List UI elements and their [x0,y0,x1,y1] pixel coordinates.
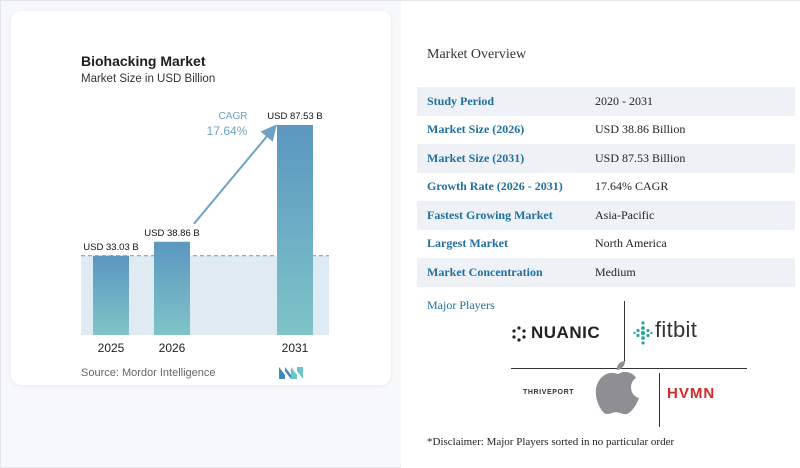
row-value: Medium [595,264,636,279]
row-value: Asia-Pacific [595,207,655,222]
source-note: Source: Mordor Intelligence [81,367,216,379]
table-row: Study Period 2020 - 2031 [417,87,795,116]
row-key: Market Concentration [427,264,543,279]
grid-divider [659,373,660,427]
table-row: Market Concentration Medium [417,258,795,287]
market-overview-panel: Market Overview Study Period 2020 - 2031… [401,1,800,468]
row-value: 2020 - 2031 [595,93,653,108]
row-value: 17.64% CAGR [595,179,669,194]
bar-2025 [93,255,129,335]
overview-table: Study Period 2020 - 2031 Market Size (20… [417,87,795,287]
row-key: Fastest Growing Market [427,207,553,222]
table-row: Largest Market North America [417,230,795,259]
mordor-logo-icon [279,367,303,379]
grid-divider [624,301,625,361]
x-tick-2031: 2031 [282,341,309,355]
chart-subtitle: Market Size in USD Billion [81,73,216,85]
bar-2026 [154,241,190,335]
data-label-2025: USD 33.03 B [83,242,138,253]
data-label-2026: USD 38.86 B [144,228,199,239]
fitbit-dots-icon [633,321,653,345]
grid-divider [511,368,747,369]
table-row: Growth Rate (2026 - 2031) 17.64% CAGR [417,173,795,202]
bar-2031 [277,125,313,335]
row-key: Study Period [427,93,495,108]
row-value: USD 38.86 Billion [595,122,686,137]
row-value: North America [595,236,667,251]
nuanic-logo: NUANIC [531,323,601,342]
table-row: Market Size (2031) USD 87.53 Billion [417,144,795,173]
chart-title: Biohacking Market [81,53,206,69]
table-row: Market Size (2026) USD 38.86 Billion [417,116,795,145]
x-tick-2026: 2026 [159,341,186,355]
bar-chart: USD 33.03 B 2025 USD 38.86 B 2026 USD 87.53 … [81,111,329,355]
table-row: Fastest Growing Market Asia-Pacific [417,201,795,230]
overview-title: Market Overview [427,47,527,62]
cagr-value: 17.64% [207,124,248,138]
row-key: Market Size (2026) [427,122,525,137]
nuanic-dots-icon [512,326,526,342]
apple-logo-icon [595,361,639,415]
fitbit-logo: fitbit [655,317,698,342]
row-key: Market Size (2031) [427,150,525,165]
disclaimer: *Disclaimer: Major Players sorted in no … [427,436,675,448]
x-tick-2025: 2025 [98,341,125,355]
row-value: USD 87.53 Billion [595,150,686,165]
row-key: Largest Market [427,236,508,251]
data-label-2031: USD 87.53 B [267,111,322,122]
major-players-title: Major Players [427,298,495,312]
hvmn-logo: HVMN [667,385,716,402]
cagr-arrow [193,124,277,225]
cagr-label: CAGR [219,111,248,122]
thriveport-logo: THRIVEPORT [523,389,575,396]
major-players-grid: NUANIC fitbit THRIVEPORT HVMN [511,301,747,427]
row-key: Growth Rate (2026 - 2031) [427,179,563,194]
